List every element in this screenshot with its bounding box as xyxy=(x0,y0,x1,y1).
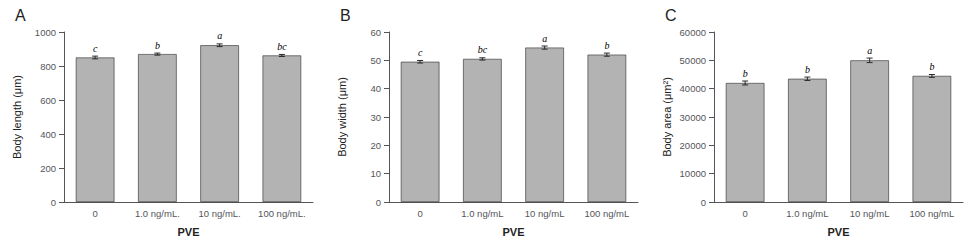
svg-text:1.0 ng/mL: 1.0 ng/mL xyxy=(461,208,503,219)
svg-text:200: 200 xyxy=(40,163,56,174)
svg-text:PVE: PVE xyxy=(502,226,524,238)
svg-text:A: A xyxy=(15,7,26,24)
svg-text:0: 0 xyxy=(376,197,381,208)
svg-text:a: a xyxy=(542,33,547,44)
svg-text:10000: 10000 xyxy=(680,168,706,179)
svg-text:10 ng/mL: 10 ng/mL xyxy=(850,208,890,219)
svg-text:C: C xyxy=(665,7,677,24)
svg-text:a: a xyxy=(217,30,222,41)
svg-text:10 ng/mL.: 10 ng/mL. xyxy=(199,208,241,219)
svg-text:20: 20 xyxy=(370,140,381,151)
svg-text:40: 40 xyxy=(370,83,381,94)
svg-text:0: 0 xyxy=(92,208,97,219)
svg-text:b: b xyxy=(805,64,810,75)
svg-text:0: 0 xyxy=(51,197,56,208)
svg-text:b: b xyxy=(743,68,748,79)
svg-text:40000: 40000 xyxy=(680,83,706,94)
svg-text:b: b xyxy=(929,61,934,72)
svg-text:a: a xyxy=(867,45,872,56)
svg-text:1.0 ng/mL: 1.0 ng/mL xyxy=(786,208,828,219)
svg-text:b: b xyxy=(604,40,609,51)
svg-text:20000: 20000 xyxy=(680,140,706,151)
svg-text:0: 0 xyxy=(742,208,747,219)
svg-text:1000: 1000 xyxy=(35,27,56,38)
svg-text:b: b xyxy=(155,40,160,51)
svg-text:60000: 60000 xyxy=(680,27,706,38)
svg-text:100 ng/mL: 100 ng/mL xyxy=(909,208,954,219)
svg-text:PVE: PVE xyxy=(177,226,199,238)
svg-text:30: 30 xyxy=(370,112,381,123)
svg-text:400: 400 xyxy=(40,129,56,140)
svg-text:30000: 30000 xyxy=(680,112,706,123)
svg-text:bc: bc xyxy=(478,44,488,55)
svg-text:0: 0 xyxy=(701,197,706,208)
svg-text:c: c xyxy=(93,43,98,54)
svg-text:10: 10 xyxy=(370,168,381,179)
svg-text:600: 600 xyxy=(40,95,56,106)
svg-text:Body length (μm): Body length (μm) xyxy=(11,75,23,159)
svg-text:B: B xyxy=(340,7,351,24)
svg-text:800: 800 xyxy=(40,61,56,72)
svg-text:Body area (μm²): Body area (μm²) xyxy=(661,77,673,157)
svg-text:bc: bc xyxy=(277,41,287,52)
svg-text:10 ng/mL: 10 ng/mL xyxy=(525,208,565,219)
svg-text:PVE: PVE xyxy=(827,226,849,238)
svg-text:100 ng/mL: 100 ng/mL xyxy=(584,208,629,219)
svg-text:50000: 50000 xyxy=(680,55,706,66)
svg-text:60: 60 xyxy=(370,27,381,38)
svg-text:50: 50 xyxy=(370,55,381,66)
svg-text:100 ng/mL.: 100 ng/mL. xyxy=(258,208,306,219)
svg-text:0: 0 xyxy=(417,208,422,219)
svg-text:1.0 ng/mL.: 1.0 ng/mL. xyxy=(135,208,180,219)
svg-text:Body width (μm): Body width (μm) xyxy=(336,77,348,157)
svg-text:c: c xyxy=(418,47,423,58)
